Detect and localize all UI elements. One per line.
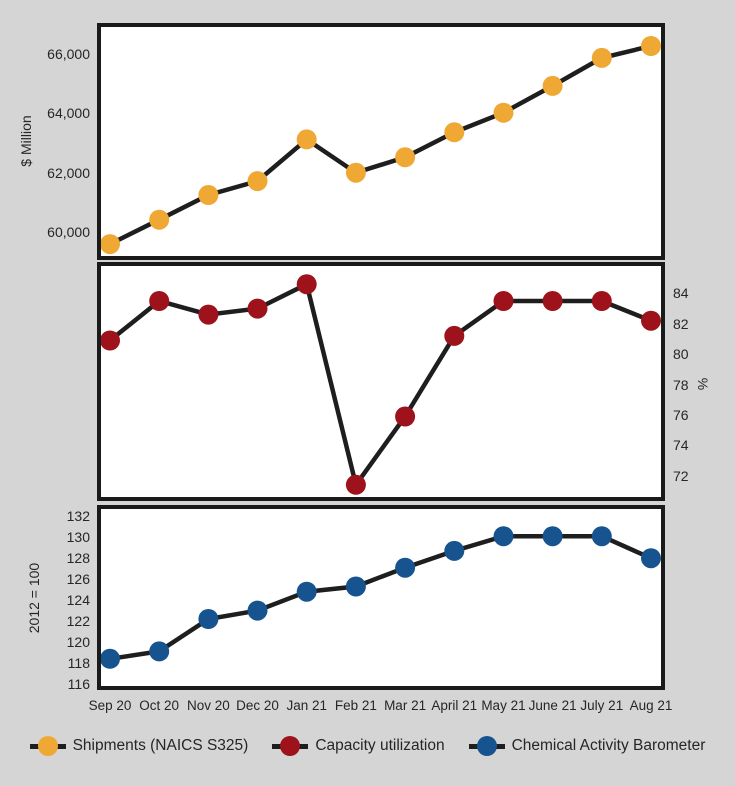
y-tick-label: 130 [66,529,90,546]
data-point-dot [395,406,416,427]
data-point-dot [345,162,366,183]
x-axis-label: July 21 [580,698,624,713]
y-tick-label: 126 [66,571,90,588]
data-point-dot [444,540,465,561]
x-axis-label: Jan 21 [286,698,327,713]
y-tick-label: 74 [673,437,689,454]
data-point-dot [296,129,317,150]
y-tick-label: 128 [66,550,90,567]
data-point-dot [149,291,170,311]
data-point-dot [493,526,514,547]
y-tick-label: 80 [673,346,689,363]
data-point-dot [641,36,661,56]
y-tick-label: 124 [66,592,90,609]
legend-item-capacity-utilization: Capacity utilization [272,736,445,756]
chemical-activity-barometer-line-plot [101,526,661,669]
x-axis-label: Dec 20 [236,698,279,713]
series-line [109,533,652,662]
x-axis-label: April 21 [431,698,478,713]
data-point-dot [641,310,661,331]
barometer-series-marker-icon [468,736,505,756]
data-point-dot [591,291,612,311]
x-axis-label: June 21 [528,698,577,713]
data-point-dot [542,291,563,311]
legend-label-capacity-utilization: Capacity utilization [315,737,445,754]
data-point-dot [149,641,170,662]
y-tick-label: 66,000 [47,45,90,62]
data-point-dot [591,526,612,547]
data-point-dot [198,609,219,629]
data-point-dot [641,548,661,569]
data-point-dot [101,648,120,669]
x-axis-label: Oct 20 [139,698,180,713]
y-tick-label: 122 [66,613,90,630]
data-point-dot [345,576,366,597]
data-point-dot [591,47,612,68]
data-point-dot [444,325,465,346]
data-point-dot [296,274,317,295]
legend-label-chemical-activity-barometer: Chemical Activity Barometer [511,737,706,754]
data-point-dot [198,304,219,325]
data-point-dot [247,171,268,192]
y-axis-title-shipments: $ Million [18,115,34,167]
data-point-dot [542,526,563,547]
y-tick-label: 78 [673,376,689,393]
legend: Shipments (NAICS S325) Capacity utilizat… [0,736,735,756]
y-tick-label: 72 [673,467,689,484]
legend-item-chemical-activity-barometer: Chemical Activity Barometer [468,736,706,756]
x-axis-label: Nov 20 [186,698,230,713]
data-point-dot [296,581,317,602]
y-tick-label: 120 [66,634,90,650]
x-axis-label: Feb 21 [334,698,377,713]
data-point-dot [101,234,120,255]
x-axis-label: Sep 20 [88,698,132,713]
chemical-activity-barometer-chart-panel [97,505,665,690]
shipments-chart-panel [97,23,665,260]
capacity-dot-icon [280,736,301,756]
data-point-dot [247,600,268,621]
capacity-series-marker-icon [272,736,309,756]
shipments-dot-icon [37,736,58,756]
y-tick-label: 76 [673,406,689,423]
x-axis-label: Aug 21 [629,698,673,713]
barometer-dot-icon [476,736,497,756]
shipments-series-marker-icon [29,736,66,756]
data-point-dot [542,75,563,96]
legend-item-shipments: Shipments (NAICS S325) [29,736,249,756]
y-tick-label: 62,000 [47,164,90,181]
data-point-dot [149,209,170,230]
series-line [108,280,652,491]
data-point-dot [493,291,514,311]
data-point-dot [493,102,514,123]
capacity-utilization-chart-panel [97,262,665,501]
legend-label-shipments: Shipments (NAICS S325) [72,737,249,754]
y-tick-label: 132 [66,508,90,525]
x-axis-label: Mar 21 [384,698,427,713]
x-axis-label: May 21 [481,698,526,713]
y-tick-label: 64,000 [47,105,90,122]
data-point-dot [198,185,219,205]
series-line [109,43,652,247]
data-point-dot [444,122,465,143]
y-tick-label: 116 [67,675,90,692]
capacity-utilization-line-plot [101,274,661,495]
shipments-line-plot [101,36,661,255]
data-point-dot [345,474,366,495]
y-tick-label: 118 [67,654,90,671]
y-tick-label: 82 [673,315,689,332]
data-point-dot [395,147,416,168]
data-point-dot [247,298,268,319]
data-point-dot [395,557,416,578]
data-point-dot [101,330,120,351]
y-tick-label: 60,000 [47,224,90,241]
y-tick-label: 84 [673,285,689,302]
